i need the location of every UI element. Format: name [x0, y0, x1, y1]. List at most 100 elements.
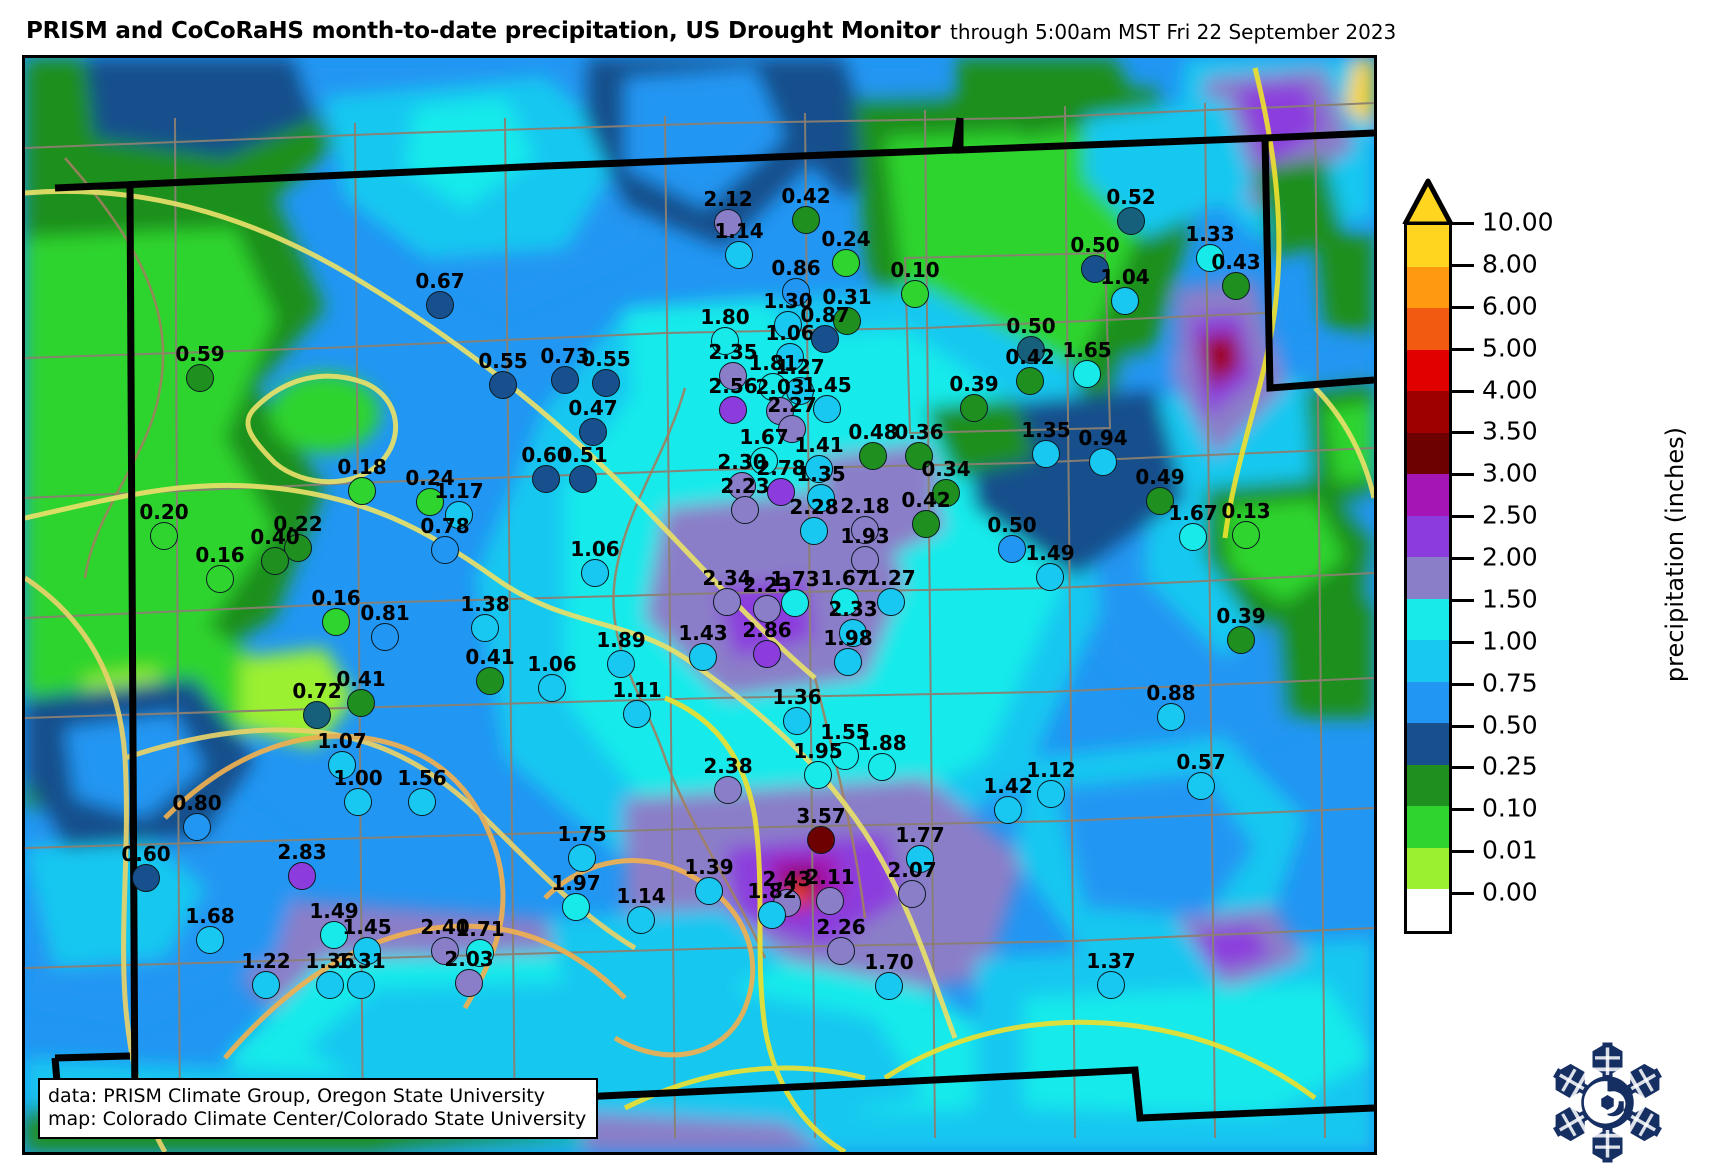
station-value-label: 0.16	[195, 543, 245, 567]
colorbar-axis-title: precipitation (inches)	[1655, 205, 1695, 905]
colorbar-tick-label: 5.00	[1482, 333, 1538, 363]
station-dot-icon	[316, 971, 344, 999]
station-dot-icon	[252, 971, 280, 999]
station-value-label: 1.67	[820, 566, 870, 590]
station-dot-icon	[431, 536, 459, 564]
colorbar-segment	[1407, 557, 1449, 599]
station-value-label: 1.11	[612, 678, 662, 702]
station-value-label: 1.98	[823, 626, 873, 650]
station-dot-icon	[719, 396, 747, 424]
colorbar-segment	[1407, 640, 1449, 682]
colorbar-tick-mark	[1452, 766, 1474, 770]
station-value-label: 2.27	[767, 393, 817, 417]
colorbar-tick-mark	[1452, 263, 1474, 267]
station-dot-icon	[288, 862, 316, 890]
station-dot-icon	[466, 939, 494, 967]
station-value-label: 1.49	[309, 899, 359, 923]
station-value-label: 0.13	[1221, 499, 1271, 523]
station-value-label: 1.36	[772, 685, 822, 709]
station-value-label: 2.43	[762, 867, 812, 891]
precipitation-map[interactable]: 0.67 0.59 2.12 1.14 0.42 0.24 0.86 0.10 0.52 1.33…	[22, 55, 1377, 1155]
colorbar-tick-label: 2.00	[1482, 542, 1538, 572]
station-value-label: 1.75	[557, 822, 607, 846]
station-value-label: 0.67	[415, 269, 465, 293]
station-value-label: 2.83	[277, 840, 327, 864]
colorbar-segment	[1407, 598, 1449, 641]
station-value-label: 0.94	[1078, 426, 1128, 450]
station-dot-icon	[901, 280, 929, 308]
station-dot-icon	[347, 689, 375, 717]
timestamp-label: through 5:00am MST Fri 22 September 2023	[950, 20, 1397, 44]
station-value-label: 0.42	[1005, 345, 1055, 369]
station-value-label: 2.23	[720, 474, 770, 498]
header: PRISM and CoCoRaHS month-to-date precipi…	[0, 0, 1720, 52]
colorbar-tick-mark	[1452, 808, 1474, 812]
station-value-label: 2.56	[708, 374, 758, 398]
station-value-label: 0.57	[1176, 750, 1226, 774]
station-dot-icon	[538, 674, 566, 702]
station-value-label: 1.14	[714, 219, 764, 243]
station-dot-icon	[150, 522, 178, 550]
station-value-label: 1.73	[770, 567, 820, 591]
station-dot-icon	[875, 972, 903, 1000]
station-dot-icon	[471, 614, 499, 642]
station-value-label: 3.57	[796, 804, 846, 828]
colorbar-tick-mark	[1452, 724, 1474, 728]
station-dot-icon	[731, 496, 759, 524]
station-value-label: 0.41	[336, 667, 386, 691]
colorbar-gradient	[1404, 222, 1452, 934]
station-value-label: 2.78	[756, 456, 806, 480]
station-dot-icon	[851, 516, 879, 544]
station-value-label: 0.55	[478, 349, 528, 373]
station-dot-icon	[714, 209, 742, 237]
station-value-label: 2.38	[703, 754, 753, 778]
colorbar-segment	[1407, 723, 1449, 765]
station-dot-icon	[753, 640, 781, 668]
station-dot-icon	[831, 588, 859, 616]
colorbar-tick-mark	[1452, 892, 1474, 896]
station-dot-icon	[813, 395, 841, 423]
station-value-label: 0.24	[821, 227, 871, 251]
station-dot-icon	[322, 608, 350, 636]
station-dot-icon	[906, 845, 934, 873]
station-value-label: 0.40	[250, 525, 300, 549]
colorbar-segment	[1407, 806, 1449, 848]
station-value-label: 0.18	[337, 455, 387, 479]
station-dot-icon	[183, 813, 211, 841]
station-value-label: 2.35	[708, 340, 758, 364]
station-dot-icon	[431, 937, 459, 965]
station-dot-icon	[805, 455, 833, 483]
station-dot-icon	[960, 394, 988, 422]
station-value-label: 0.24	[405, 466, 455, 490]
station-value-label: 0.50	[1006, 314, 1056, 338]
colorbar-tick-label: 3.00	[1482, 458, 1538, 488]
station-value-label: 2.34	[702, 566, 752, 590]
station-value-label: 2.28	[789, 495, 839, 519]
colorbar-segment	[1407, 266, 1449, 309]
station-dot-icon	[774, 311, 802, 339]
station-value-label: 1.49	[1025, 541, 1075, 565]
station-dot-icon	[800, 517, 828, 545]
station-dot-icon	[1032, 440, 1060, 468]
station-value-label: 0.72	[292, 679, 342, 703]
station-dot-icon	[1081, 255, 1109, 283]
station-dot-icon	[1117, 207, 1145, 235]
station-dot-icon	[348, 477, 376, 505]
station-value-label: 0.49	[1135, 465, 1185, 489]
station-value-label: 1.06	[570, 537, 620, 561]
colorbar-segment	[1407, 764, 1449, 807]
colorbar-tick-labels: 10.00 8.00 6.00 5.00 4.00 3.50 3.00 2.50 2.00 1.5…	[1452, 178, 1712, 968]
station-dot-icon	[758, 901, 786, 929]
station-dot-icon	[832, 249, 860, 277]
station-dot-icon	[1157, 703, 1185, 731]
station-dot-icon	[786, 377, 814, 405]
station-dot-icon	[714, 776, 742, 804]
station-dot-icon	[607, 650, 635, 678]
station-value-label: 1.06	[527, 652, 577, 676]
colorbar-segment	[1407, 432, 1449, 475]
station-value-label: 0.86	[771, 256, 821, 280]
colorbar-tick-mark	[1452, 850, 1474, 854]
station-value-label: 0.87	[800, 303, 850, 327]
station-dot-icon	[868, 753, 896, 781]
station-value-label: 0.73	[540, 344, 590, 368]
